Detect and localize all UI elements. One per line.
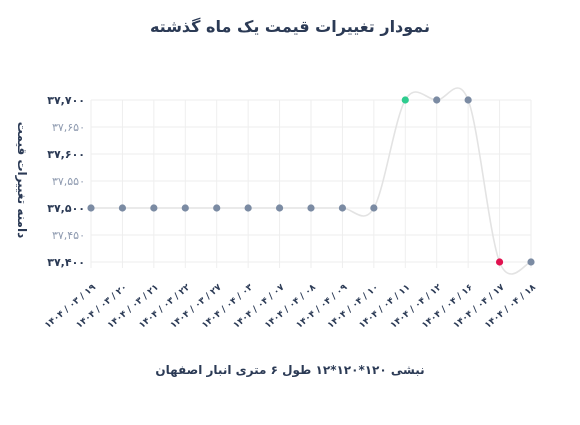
y-tick-label: ۳۷,۴۰۰ [47, 256, 85, 269]
data-point[interactable] [433, 96, 441, 104]
data-point-max[interactable] [401, 96, 409, 104]
y-tick-label: ۳۷,۵۵۰ [52, 175, 85, 188]
data-point[interactable] [338, 204, 347, 212]
data-point[interactable] [275, 204, 284, 212]
data-point[interactable] [213, 204, 221, 212]
data-point[interactable] [307, 204, 315, 212]
y-tick-label: ۳۷,۶۵۰ [52, 121, 85, 134]
data-point-min[interactable] [495, 258, 504, 266]
y-tick-label: ۳۷,۴۵۰ [52, 229, 85, 242]
y-tick-labels: ۳۷,۴۰۰ ۳۷,۴۵۰ ۳۷,۵۰۰ ۳۷,۵۵۰ ۳۷,۶۰۰ ۳۷,۶۵۰ ۳۷,۷… [47, 94, 85, 269]
data-point[interactable] [244, 204, 252, 212]
data-points [87, 96, 535, 266]
grid [90, 99, 532, 268]
y-axis-label: دامنه تغییرات قیمت [15, 122, 29, 238]
data-point[interactable] [370, 204, 378, 212]
data-point[interactable] [527, 258, 535, 266]
data-point[interactable] [87, 204, 95, 212]
x-axis-label: نبشی ۱۲۰*۱۲۰*۱۲ طول ۶ متری انبار اصفهان [155, 363, 424, 378]
chart-title: نمودار تغییرات قیمت یک ماه گذشته [150, 17, 430, 36]
data-point[interactable] [150, 204, 158, 212]
data-point[interactable] [181, 204, 189, 212]
y-tick-label: ۳۷,۵۰۰ [47, 202, 85, 215]
data-point[interactable] [118, 204, 127, 212]
data-point[interactable] [464, 96, 472, 104]
x-tick-label: ۱۴۰۴ / ۰۳ / ۱۹ [43, 282, 98, 331]
y-tick-label: ۳۷,۶۰۰ [47, 148, 85, 161]
y-tick-label: ۳۷,۷۰۰ [47, 94, 85, 107]
